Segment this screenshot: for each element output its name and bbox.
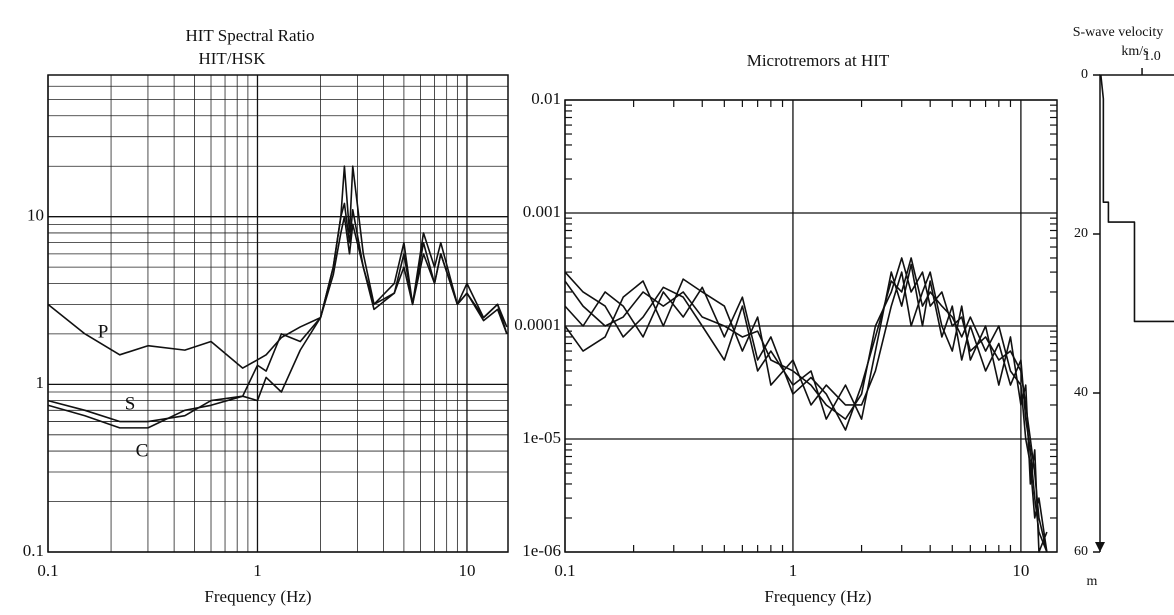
y-tick-label: 0.001 — [523, 202, 561, 221]
x-tick-label: 10 — [1012, 561, 1029, 580]
series-line — [47, 165, 508, 369]
y-tick-label: 0.0001 — [514, 315, 561, 334]
y-tick-label: 10 — [27, 206, 44, 225]
x-tick-label: 1.0 — [1143, 49, 1161, 64]
chart-subtitle: km/s — [1121, 44, 1148, 59]
series-line — [564, 257, 1048, 553]
y-tick-label: 60 — [1074, 544, 1088, 559]
chart-subtitle: HIT/HSK — [198, 49, 266, 68]
chart-title: Microtremors at HIT — [747, 51, 890, 70]
axis-line — [1099, 74, 1174, 552]
y-tick-label: 20 — [1074, 226, 1088, 241]
x-tick-label: 0.1 — [37, 561, 58, 580]
chart-title: S-wave velocity — [1073, 25, 1164, 40]
series-line — [564, 271, 1048, 553]
annotation: S — [125, 393, 136, 414]
annotation: C — [136, 440, 149, 461]
y-tick-label: 1 — [36, 373, 45, 392]
y-tick-label: 0.1 — [23, 541, 44, 560]
y-tick-label: 1e-06 — [522, 541, 561, 560]
y-tick-label: 40 — [1074, 385, 1088, 400]
x-tick-label: 0.1 — [554, 561, 575, 580]
series-line — [47, 215, 508, 429]
x-tick-label: 1 — [253, 561, 262, 580]
y-tick-label: 1e-05 — [522, 428, 561, 447]
x-axis-label: Frequency (Hz) — [764, 587, 871, 606]
series-line — [564, 257, 1048, 553]
plot-frame — [47, 74, 509, 553]
series-line — [1100, 74, 1174, 323]
y-tick-label: 0 — [1081, 67, 1088, 82]
annotation: P — [98, 321, 109, 342]
x-axis-label: Frequency (Hz) — [204, 587, 311, 606]
chart-title: HIT Spectral Ratio — [185, 26, 314, 45]
x-tick-label: 10 — [458, 561, 475, 580]
y-axis-label: m — [1087, 574, 1098, 589]
axis-arrow — [1095, 542, 1105, 552]
y-tick-label: 0.01 — [531, 89, 561, 108]
x-tick-label: 1 — [789, 561, 798, 580]
series-line — [564, 263, 1048, 553]
